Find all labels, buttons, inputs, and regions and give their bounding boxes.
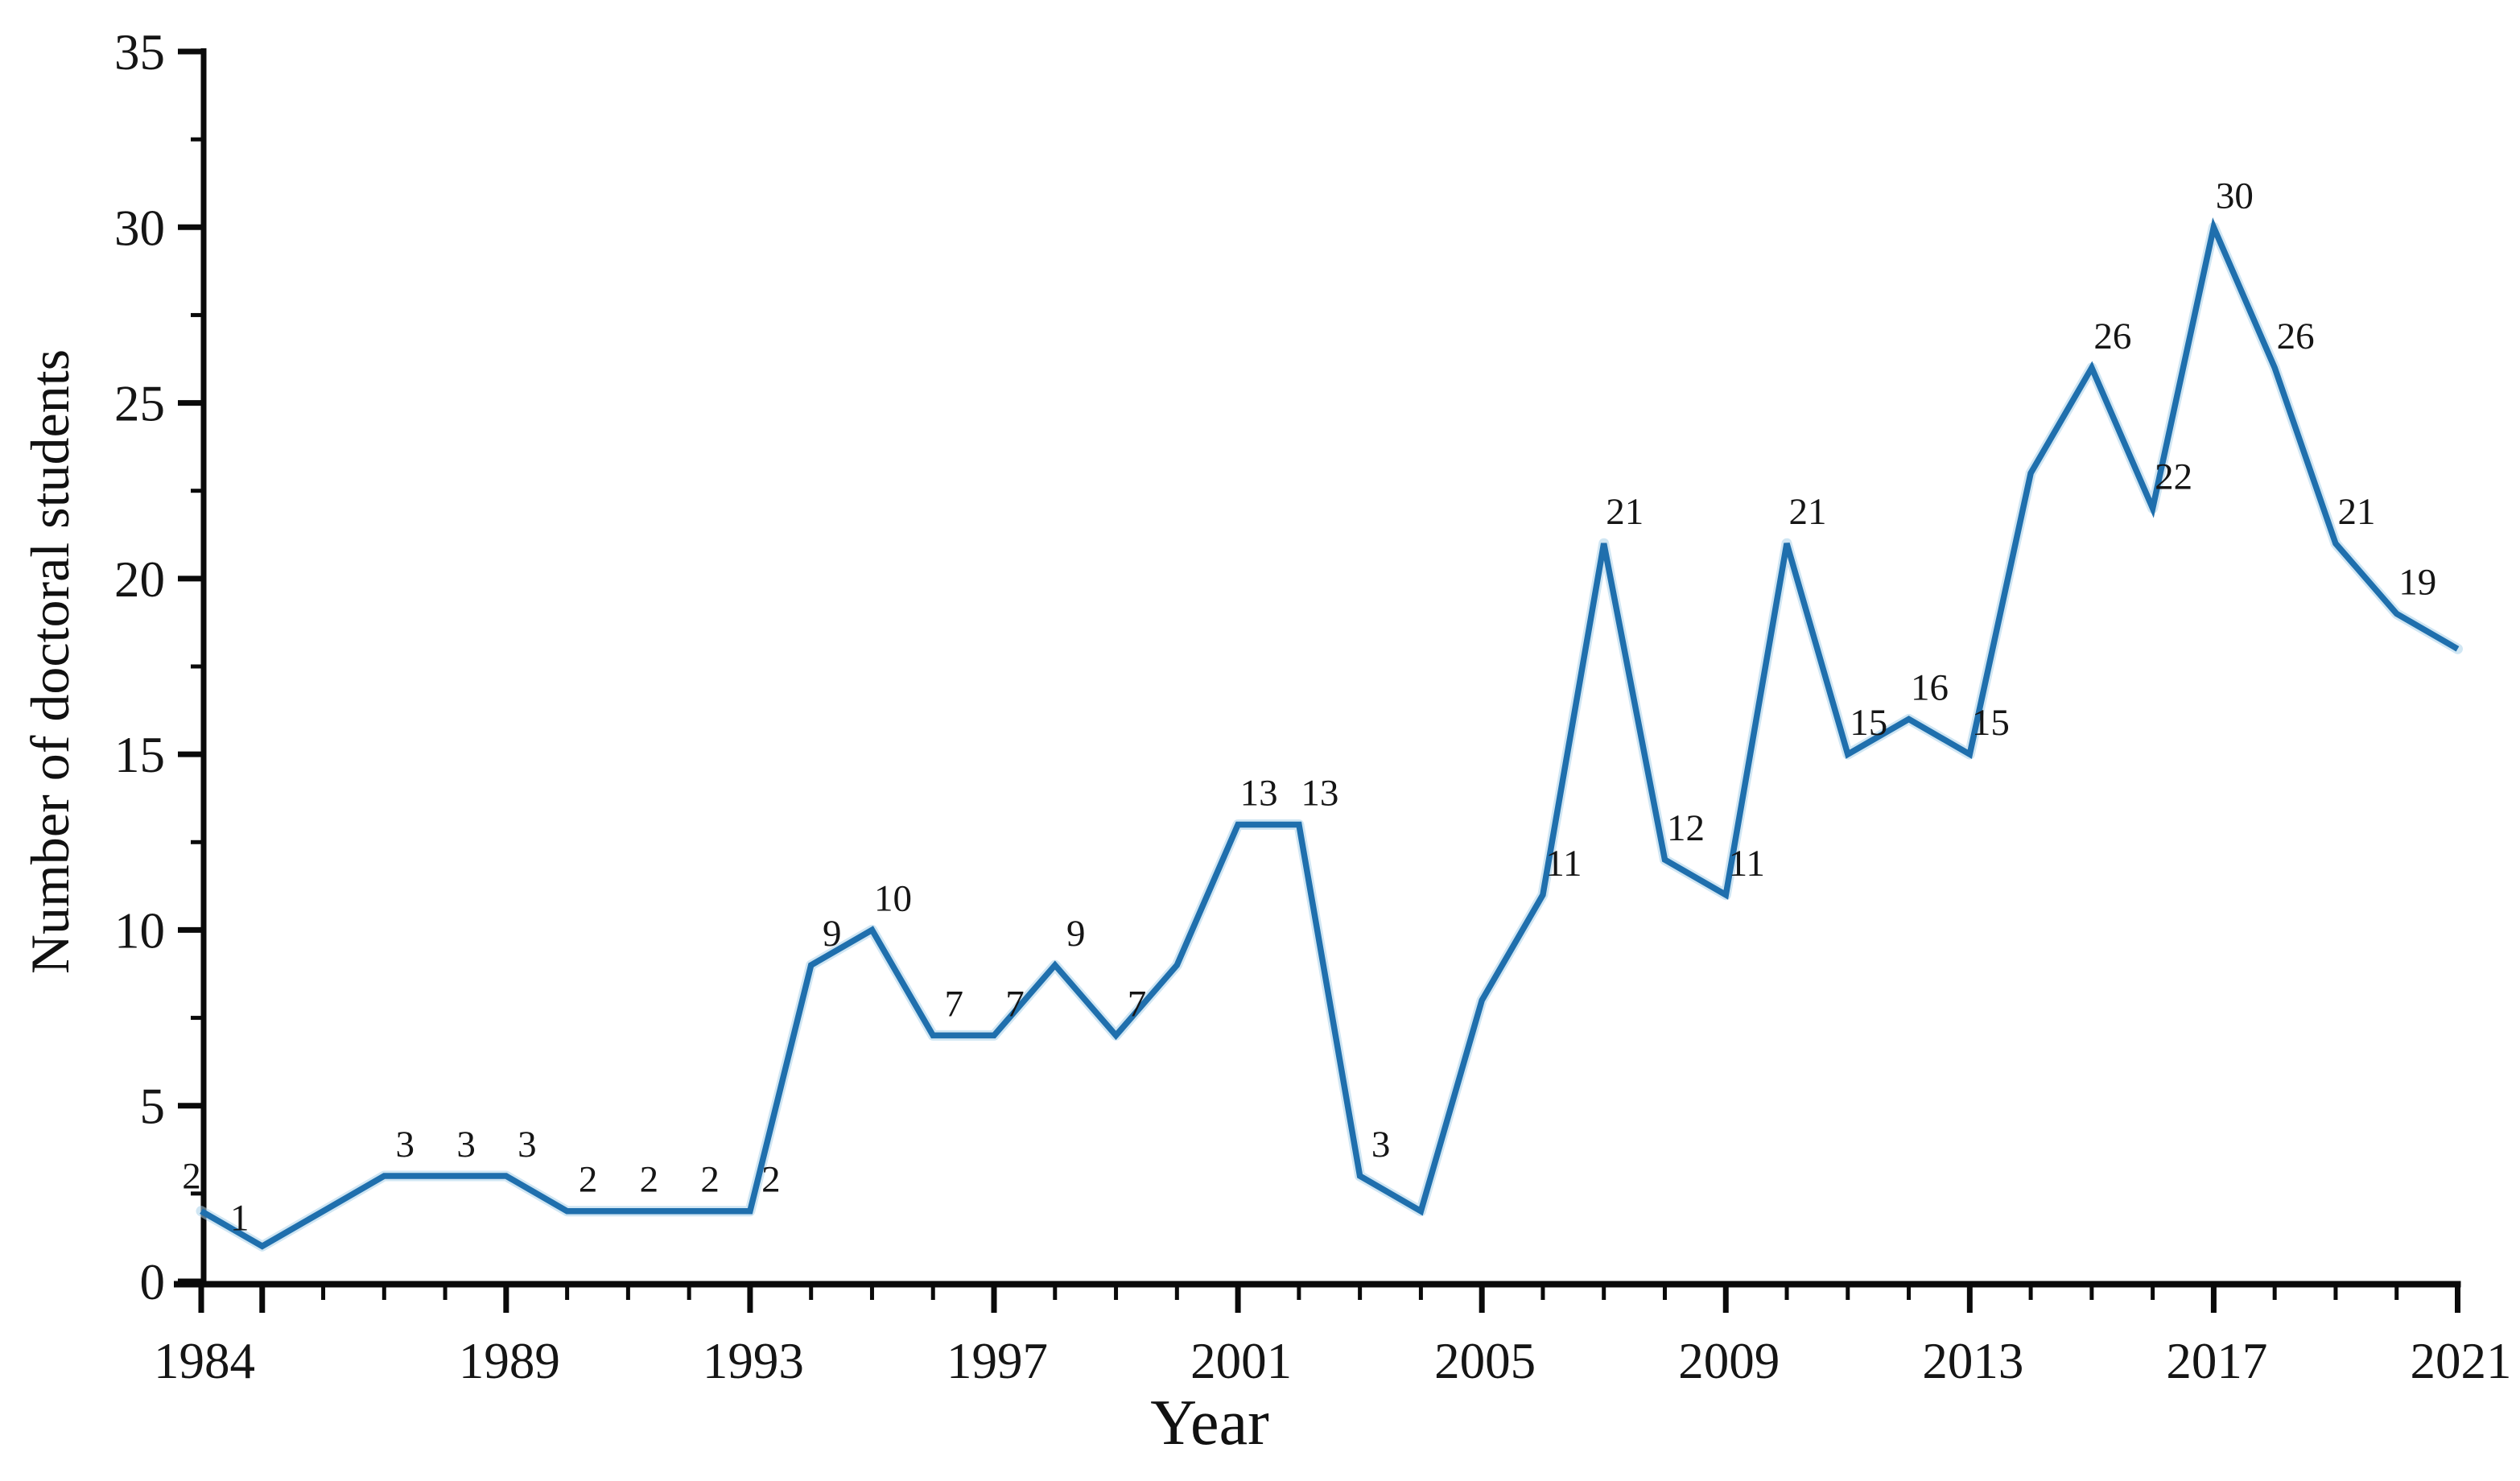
point-value-label: 26 [2093, 316, 2131, 357]
data-line-group [196, 217, 2463, 1252]
point-value-label: 21 [1789, 491, 1827, 533]
point-value-label: 7 [1128, 983, 1147, 1025]
point-value-label: 7 [944, 983, 963, 1025]
y-tick-label: 30 [114, 200, 165, 256]
y-tick-label: 20 [114, 551, 165, 608]
point-value-label: 10 [874, 877, 912, 919]
point-value-label: 21 [1606, 491, 1644, 533]
point-value-label: 2 [182, 1156, 201, 1198]
point-value-label: 9 [823, 913, 842, 955]
point-value-label: 3 [518, 1124, 537, 1165]
point-value-label: 2 [640, 1159, 659, 1201]
y-tick-label: 25 [114, 376, 165, 432]
x-tick-label: 1984 [154, 1333, 255, 1389]
x-tick-label: 1993 [703, 1333, 804, 1389]
x-tick-label: 2009 [1678, 1333, 1780, 1389]
point-value-label: 1 [230, 1197, 250, 1239]
point-value-label: 7 [1005, 983, 1025, 1025]
point-value-label: 3 [396, 1124, 415, 1165]
x-tick-label: 2013 [1922, 1333, 2023, 1389]
point-value-label: 3 [456, 1124, 476, 1165]
x-tick-label: 2021 [2410, 1333, 2511, 1389]
point-value-label: 12 [1667, 807, 1705, 849]
point-value-label: 15 [1850, 702, 1887, 744]
point-value-label: 19 [2398, 562, 2436, 604]
y-tick-label: 10 [114, 902, 165, 959]
x-tick-label: 2005 [1434, 1333, 1536, 1389]
data-line-halo [196, 221, 2463, 1252]
point-value-label: 21 [2337, 491, 2375, 533]
point-value-label: 2 [761, 1159, 781, 1201]
point-value-label: 13 [1240, 772, 1278, 814]
x-tick-label: 2017 [2166, 1333, 2267, 1389]
point-value-label: 15 [1972, 702, 2010, 744]
point-value-label: 26 [2277, 316, 2315, 357]
point-value-label: 11 [1545, 843, 1582, 885]
point-value-label: 2 [579, 1159, 598, 1201]
y-tick-label: 35 [114, 24, 165, 80]
point-value-label: 9 [1066, 913, 1086, 955]
y-tick-label: 0 [140, 1254, 166, 1310]
y-axis-title: Number of doctoral students [19, 349, 80, 975]
point-value-label: 2 [700, 1159, 720, 1201]
x-axis-title: Year [1150, 1388, 1269, 1458]
x-tick-label: 1989 [459, 1333, 560, 1389]
point-value-label: 22 [2155, 456, 2192, 498]
point-value-label: 11 [1729, 843, 1765, 885]
point-value-label: 3 [1371, 1124, 1391, 1165]
axes-group [174, 48, 2461, 1288]
y-tick-label: 15 [114, 727, 165, 783]
data-line [200, 217, 2460, 1250]
point-value-label: 16 [1911, 666, 1949, 708]
point-value-label: 30 [2216, 175, 2254, 217]
y-tick-label: 5 [140, 1079, 166, 1135]
x-tick-label: 2001 [1190, 1333, 1292, 1389]
ticks-group [178, 48, 2460, 1313]
x-tick-label: 1997 [947, 1333, 1048, 1389]
point-value-label: 13 [1301, 772, 1338, 814]
